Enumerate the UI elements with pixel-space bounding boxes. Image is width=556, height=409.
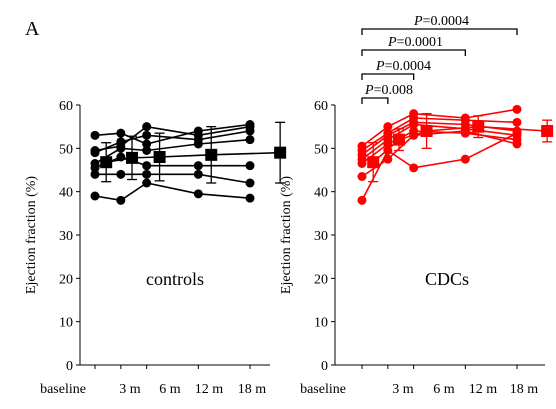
data-point	[245, 135, 255, 145]
data-point	[90, 130, 100, 140]
data-point	[512, 128, 522, 138]
y-tick-label: 50	[314, 142, 328, 157]
data-point	[90, 169, 100, 179]
x-tick-label: 3 m	[119, 382, 141, 397]
x-tick-label: 3 m	[392, 382, 414, 397]
data-point	[142, 139, 152, 149]
data-point	[116, 195, 126, 205]
mean-marker	[100, 156, 113, 169]
y-tick-label: 30	[314, 229, 328, 244]
data-point	[383, 154, 393, 164]
data-point	[512, 139, 522, 149]
data-point	[409, 163, 419, 173]
mean-marker	[274, 146, 287, 159]
data-point	[142, 130, 152, 140]
significance-bracket	[361, 73, 415, 80]
significance-bracket	[361, 49, 466, 56]
x-tick-label: 18 m	[510, 382, 539, 397]
controls-panel: 0 10 20 30 40 50 60 baseline 3 m 6 m 12 m 18 m Eject…	[24, 99, 287, 397]
mean-marker	[472, 120, 485, 133]
x-tick-label: 12 m	[469, 382, 498, 397]
y-tick-label: 20	[59, 272, 73, 287]
significance-label: P=0.008	[364, 83, 413, 98]
significance-bracket	[361, 97, 389, 104]
data-point	[193, 189, 203, 199]
data-point	[245, 193, 255, 203]
data-point	[245, 126, 255, 136]
y-tick-label: 20	[314, 272, 328, 287]
mean-marker	[541, 125, 554, 137]
cdcs-panel: 0 10 20 30 40 50 60 baseline 3 m 6 m 12 m 18 m Eject…	[279, 14, 554, 397]
data-point	[245, 178, 255, 188]
y-tick-label: 30	[59, 229, 73, 244]
y-tick-label: 60	[314, 99, 328, 114]
mean-marker	[393, 133, 406, 146]
data-point	[90, 163, 100, 173]
y-tick-label: 50	[59, 142, 73, 157]
x-tick-label: 6 m	[159, 382, 181, 397]
data-point	[142, 146, 152, 155]
y-tick-label: 60	[59, 99, 73, 114]
data-point	[193, 139, 203, 149]
data-point	[116, 128, 126, 138]
y-tick-label: 10	[314, 316, 328, 331]
x-tick-label: baseline	[40, 382, 86, 397]
data-point	[460, 126, 470, 136]
data-point	[409, 120, 419, 129]
data-point	[512, 117, 522, 127]
panel-annotation: CDCs	[425, 269, 469, 289]
x-tick-label: 6 m	[433, 382, 455, 397]
significance-label: P=0.0001	[387, 35, 443, 50]
x-tick-label: baseline	[300, 382, 346, 397]
y-tick-label: 0	[66, 359, 73, 374]
data-point	[142, 161, 152, 171]
x-tick-label: 18 m	[238, 382, 267, 397]
y-tick-label: 40	[314, 186, 328, 201]
data-point	[357, 195, 367, 205]
data-point	[383, 139, 393, 149]
significance-label: P=0.0004	[375, 59, 431, 74]
significance-label: P=0.0004	[413, 14, 469, 29]
data-point	[383, 122, 393, 132]
x-tick-label: 12 m	[195, 382, 224, 397]
panel-annotation: controls	[146, 269, 204, 289]
mean-marker	[205, 148, 218, 161]
data-point	[116, 143, 126, 153]
data-point	[193, 161, 203, 171]
data-point	[193, 169, 203, 179]
significance-bracket	[361, 28, 518, 35]
data-point	[142, 169, 152, 179]
data-point	[357, 159, 367, 168]
data-point	[460, 154, 470, 164]
y-tick-label: 40	[59, 186, 73, 201]
data-point	[357, 172, 367, 181]
data-point	[90, 148, 100, 158]
data-point	[90, 191, 100, 201]
mean-marker	[367, 156, 380, 169]
data-point	[142, 122, 152, 132]
y-tick-label: 0	[321, 359, 328, 374]
data-point	[245, 161, 255, 171]
mean-marker	[153, 151, 166, 163]
mean-marker	[420, 125, 433, 137]
y-tick-label: 10	[59, 316, 73, 331]
data-point	[142, 178, 152, 188]
data-point	[116, 137, 126, 147]
data-point	[512, 104, 522, 114]
panel-label: A	[25, 18, 40, 40]
mean-marker	[126, 151, 139, 164]
y-axis-label: Ejection fraction (%)	[24, 176, 39, 295]
data-point	[116, 169, 126, 179]
y-axis-label: Ejection fraction (%)	[279, 176, 294, 295]
